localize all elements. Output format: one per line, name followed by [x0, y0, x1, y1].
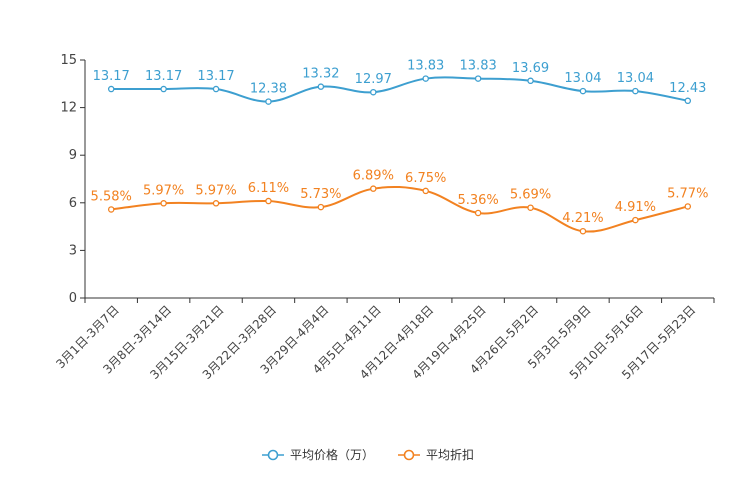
data-label: 12.38 — [250, 82, 287, 97]
data-point[interactable] — [317, 83, 325, 90]
data-label: 13.69 — [512, 61, 549, 76]
data-point[interactable] — [107, 85, 115, 93]
legend-item-0[interactable]: 平均价格（万） — [262, 447, 374, 462]
data-point[interactable] — [265, 98, 272, 105]
data-label: 5.97% — [143, 183, 184, 198]
legend-marker-icon — [403, 449, 415, 461]
chart-series: 13.17 13.17 13.17 12.38 13.32 12.97 13.83 13.83… — [91, 59, 708, 235]
data-label: 5.97% — [195, 183, 236, 198]
data-point[interactable] — [684, 203, 692, 210]
y-tick-label: 0 — [69, 291, 77, 306]
data-label: 5.58% — [91, 189, 132, 204]
data-label: 5.77% — [667, 186, 708, 201]
data-point[interactable] — [370, 185, 377, 192]
y-axis-ticks: 0 3 6 9 12 15 — [60, 53, 85, 306]
data-point[interactable] — [317, 203, 325, 211]
data-point[interactable] — [527, 204, 534, 211]
y-tick-label: 15 — [60, 53, 77, 68]
chart-legend[interactable]: 平均价格（万） 平均折扣 — [262, 447, 474, 462]
y-tick-label: 3 — [69, 243, 77, 258]
data-point[interactable] — [265, 197, 272, 205]
x-axis-ticks: 3月1日-3月7日3月8日-3月14日3月15日-3月21日3月22日-3月28… — [53, 298, 715, 382]
data-label: 5.36% — [457, 193, 498, 208]
data-label: 13.83 — [460, 59, 497, 74]
data-point[interactable] — [422, 187, 429, 195]
y-tick-label: 12 — [60, 101, 77, 116]
data-label: 6.75% — [405, 171, 446, 186]
data-point[interactable] — [212, 85, 220, 93]
series-1: 5.58% 5.97% 5.97% 6.11% 5.73% 6.89% 6.75% 5.36%… — [91, 169, 708, 235]
data-label: 13.04 — [617, 71, 654, 86]
data-label: 6.11% — [248, 181, 289, 196]
legend-item-1[interactable]: 平均折扣 — [398, 447, 474, 462]
data-label: 5.73% — [300, 187, 341, 202]
legend-marker-icon — [267, 449, 279, 461]
data-label: 13.04 — [564, 71, 601, 86]
data-label: 13.17 — [145, 69, 182, 84]
data-label: 5.69% — [510, 188, 551, 203]
data-point[interactable] — [370, 88, 377, 96]
data-label: 13.17 — [93, 69, 130, 84]
data-point[interactable] — [684, 97, 692, 105]
data-point[interactable] — [160, 85, 167, 93]
chart-axes — [84, 60, 714, 299]
legend-label: 平均折扣 — [426, 447, 474, 462]
data-point[interactable] — [422, 75, 429, 82]
series-0: 13.17 13.17 13.17 12.38 13.32 12.97 13.83 13.83… — [93, 59, 706, 105]
data-point[interactable] — [212, 200, 220, 207]
series-line-1 — [111, 185, 689, 233]
data-label: 13.83 — [407, 59, 444, 74]
data-label: 13.32 — [302, 67, 339, 82]
data-label: 4.21% — [562, 211, 603, 226]
data-point[interactable] — [474, 75, 482, 82]
data-point[interactable] — [107, 206, 115, 213]
data-label: 13.17 — [197, 69, 234, 84]
y-tick-label: 6 — [69, 196, 77, 211]
data-point[interactable] — [474, 209, 482, 217]
data-point[interactable] — [527, 77, 534, 85]
data-label: 6.89% — [353, 169, 394, 184]
y-tick-label: 9 — [69, 148, 77, 163]
data-label: 12.43 — [669, 81, 706, 96]
data-point[interactable] — [579, 87, 587, 95]
legend-label: 平均价格（万） — [290, 447, 374, 462]
data-label: 12.97 — [355, 72, 392, 87]
data-point[interactable] — [579, 227, 587, 235]
series-line-0 — [111, 76, 688, 103]
data-point[interactable] — [160, 200, 167, 207]
data-point[interactable] — [632, 216, 639, 224]
data-label: 4.91% — [615, 200, 656, 215]
data-point[interactable] — [632, 87, 639, 95]
